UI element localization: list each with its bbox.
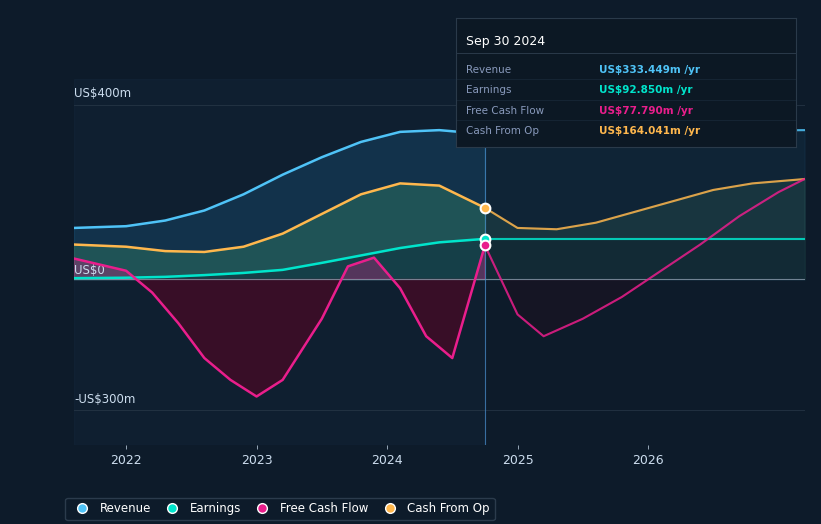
Text: Sep 30 2024: Sep 30 2024 xyxy=(466,35,545,48)
Text: US$333.449m /yr: US$333.449m /yr xyxy=(599,64,699,75)
Text: Cash From Op: Cash From Op xyxy=(466,126,539,136)
Text: Revenue: Revenue xyxy=(466,64,511,75)
Bar xyxy=(74,79,485,445)
Text: US$164.041m /yr: US$164.041m /yr xyxy=(599,126,699,136)
Text: Analysts Forecasts: Analysts Forecasts xyxy=(490,88,600,101)
Text: Earnings: Earnings xyxy=(466,85,511,95)
Text: US$400m: US$400m xyxy=(74,88,131,101)
Text: US$0: US$0 xyxy=(74,264,104,277)
Legend: Revenue, Earnings, Free Cash Flow, Cash From Op: Revenue, Earnings, Free Cash Flow, Cash … xyxy=(65,498,494,520)
Text: Free Cash Flow: Free Cash Flow xyxy=(466,106,544,116)
Text: Past: Past xyxy=(455,88,479,101)
Text: US$92.850m /yr: US$92.850m /yr xyxy=(599,85,692,95)
Text: -US$300m: -US$300m xyxy=(74,393,135,406)
Text: US$77.790m /yr: US$77.790m /yr xyxy=(599,106,693,116)
